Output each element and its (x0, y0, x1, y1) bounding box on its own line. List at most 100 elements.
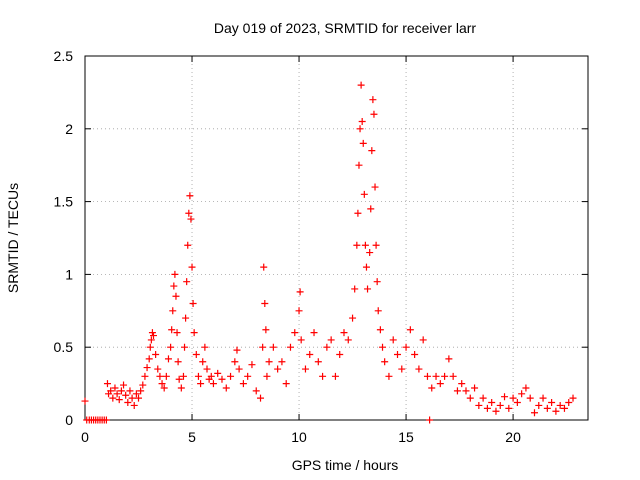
data-point (149, 332, 157, 340)
data-point (362, 263, 370, 271)
data-point (113, 390, 121, 398)
data-point (261, 300, 269, 308)
y-axis-label: SRMTID / TECUs (5, 183, 21, 293)
data-point (374, 307, 382, 315)
data-point (344, 336, 352, 344)
data-point (436, 380, 444, 388)
data-point (147, 336, 155, 344)
data-point (360, 190, 368, 198)
data-point (186, 192, 194, 200)
data-point (175, 375, 183, 383)
data-point (453, 387, 461, 395)
data-point (310, 329, 318, 337)
data-point (394, 350, 402, 358)
y-axis-ticks: 0 0.5 1 1.5 2 2.5 (54, 48, 588, 428)
data-point (274, 365, 282, 373)
data-point (296, 288, 304, 296)
data-point (548, 399, 556, 407)
data-point (522, 384, 530, 392)
data-point (124, 399, 132, 407)
data-point (187, 215, 195, 223)
data-point (207, 372, 215, 380)
data-point (81, 397, 89, 405)
data-point (143, 364, 151, 372)
data-point (415, 365, 423, 373)
data-point (381, 358, 389, 366)
data-point (501, 393, 509, 401)
data-point (336, 350, 344, 358)
data-point (177, 384, 185, 392)
data-point (358, 118, 366, 126)
data-point (265, 358, 273, 366)
data-point (306, 350, 314, 358)
data-point (181, 343, 189, 351)
chart-title: Day 019 of 2023, SRMTID for receiver lar… (214, 20, 477, 36)
data-point (132, 390, 140, 398)
data-point (117, 387, 125, 395)
data-point (372, 241, 380, 249)
data-point (539, 394, 547, 402)
data-point (340, 329, 348, 337)
y-tick-label: 1 (65, 266, 73, 282)
data-point (184, 241, 192, 249)
data-point (189, 300, 197, 308)
data-point (560, 404, 568, 412)
data-point (192, 350, 200, 358)
data-point (479, 394, 487, 402)
data-point (411, 350, 419, 358)
data-point (158, 380, 166, 388)
data-point (172, 292, 180, 300)
data-point (179, 372, 187, 380)
data-point (235, 365, 243, 373)
data-point (197, 380, 205, 388)
x-axis-ticks: 0 5 10 15 20 (81, 56, 521, 445)
data-point (441, 372, 449, 380)
data-point (367, 205, 375, 213)
data-point (257, 394, 265, 402)
data-point (423, 372, 431, 380)
data-point (126, 387, 134, 395)
data-point (260, 263, 268, 271)
data-point (156, 372, 164, 380)
data-point (107, 387, 115, 395)
data-point (169, 307, 177, 315)
data-points (81, 81, 577, 424)
data-point (488, 399, 496, 407)
data-point (252, 387, 260, 395)
data-point (492, 407, 500, 415)
data-point (227, 372, 235, 380)
data-point (426, 416, 434, 424)
data-point (505, 404, 513, 412)
data-point (120, 381, 128, 389)
gridlines (85, 56, 588, 420)
data-point (278, 358, 286, 366)
data-point (471, 384, 479, 392)
data-point (518, 390, 526, 398)
data-point (475, 401, 483, 409)
data-point (297, 336, 305, 344)
data-point (385, 372, 393, 380)
data-point (282, 380, 290, 388)
data-point (185, 209, 193, 217)
data-point (419, 336, 427, 344)
data-point (369, 96, 377, 104)
data-point (145, 355, 153, 363)
x-tick-label: 5 (188, 429, 196, 445)
data-point (354, 209, 362, 217)
data-point (565, 399, 573, 407)
data-point (128, 394, 136, 402)
data-point (218, 375, 226, 383)
data-point (370, 110, 378, 118)
data-point (269, 343, 277, 351)
data-point (115, 396, 123, 404)
data-point (432, 372, 440, 380)
data-point (364, 285, 372, 293)
data-point (359, 139, 367, 147)
plot-frame (84, 55, 589, 421)
data-point (154, 365, 162, 373)
data-point (135, 394, 143, 402)
data-point (483, 404, 491, 412)
data-point (146, 343, 154, 351)
data-point (509, 394, 517, 402)
data-point (182, 314, 190, 322)
